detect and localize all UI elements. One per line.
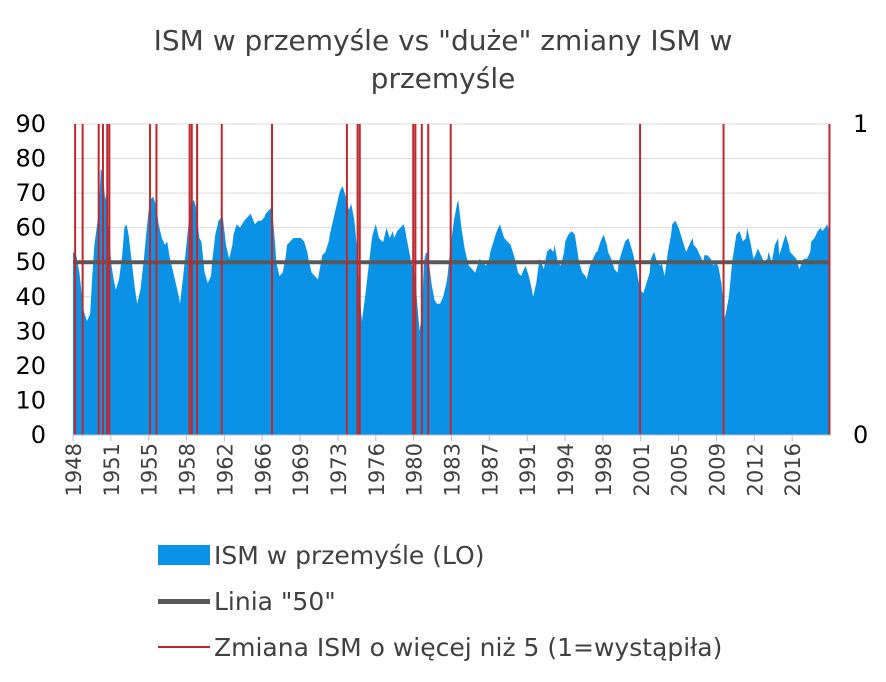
y-left-tick-label-0: 0	[31, 421, 46, 449]
x-tick-label-1966: 1966	[251, 443, 275, 496]
x-tick-label-1969: 1969	[289, 443, 313, 496]
legend-swatch-events	[158, 646, 210, 648]
legend-label-events: Zmiana ISM o więcej niż 5 (1=wystąpiła)	[214, 632, 723, 662]
x-tick-label-1958: 1958	[176, 443, 200, 496]
x-tick-label-1962: 1962	[213, 443, 237, 496]
x-tick-label-2005: 2005	[668, 443, 692, 496]
y-left-tick-label-50: 50	[15, 248, 46, 276]
y-right-tick-label-0: 0	[853, 421, 868, 449]
y-left-tick-label-70: 70	[15, 179, 46, 207]
x-tick-label-1948: 1948	[62, 443, 86, 496]
y-left-tick-label-40: 40	[15, 283, 46, 311]
x-tick-label-1973: 1973	[327, 443, 351, 496]
legend-swatch-line50	[158, 598, 210, 604]
y-left-tick-label-80: 80	[15, 145, 46, 173]
x-tick-label-1987: 1987	[478, 443, 502, 496]
y-left-tick-label-60: 60	[15, 214, 46, 242]
y-left-tick-label-90: 90	[15, 110, 46, 138]
x-tick-label-2016: 2016	[781, 443, 805, 496]
x-tick-label-2012: 2012	[743, 443, 767, 496]
x-tick-label-1955: 1955	[138, 443, 162, 496]
chart-title-line1: ISM w przemyśle vs "duże" zmiany ISM w	[153, 24, 733, 57]
x-tick-label-2009: 2009	[705, 443, 729, 496]
y-left-tick-label-30: 30	[15, 317, 46, 345]
x-tick-label-1998: 1998	[592, 443, 616, 496]
y-left-tick-label-10: 10	[15, 386, 46, 414]
y-right-tick-label-1: 1	[853, 110, 868, 138]
x-tick-label-1991: 1991	[516, 443, 540, 496]
x-tick-label-1983: 1983	[441, 443, 465, 496]
x-tick-label-1994: 1994	[554, 443, 578, 496]
x-tick-label-2001: 2001	[630, 443, 654, 496]
x-tick-label-1980: 1980	[403, 443, 427, 496]
legend-item-ism: ISM w przemyśle (LO)	[158, 540, 484, 570]
x-tick-label-1976: 1976	[365, 443, 389, 496]
chart-title-line2: przemyśle	[370, 62, 516, 95]
legend-label-line50: Linia "50"	[214, 586, 336, 616]
legend-swatch-ism	[158, 545, 210, 565]
y-left-tick-label-20: 20	[15, 352, 46, 380]
x-tick-label-1951: 1951	[100, 443, 124, 496]
legend-item-events: Zmiana ISM o więcej niż 5 (1=wystąpiła)	[158, 632, 722, 662]
legend-item-line50: Linia "50"	[158, 586, 336, 616]
legend-label-ism: ISM w przemyśle (LO)	[214, 540, 485, 570]
